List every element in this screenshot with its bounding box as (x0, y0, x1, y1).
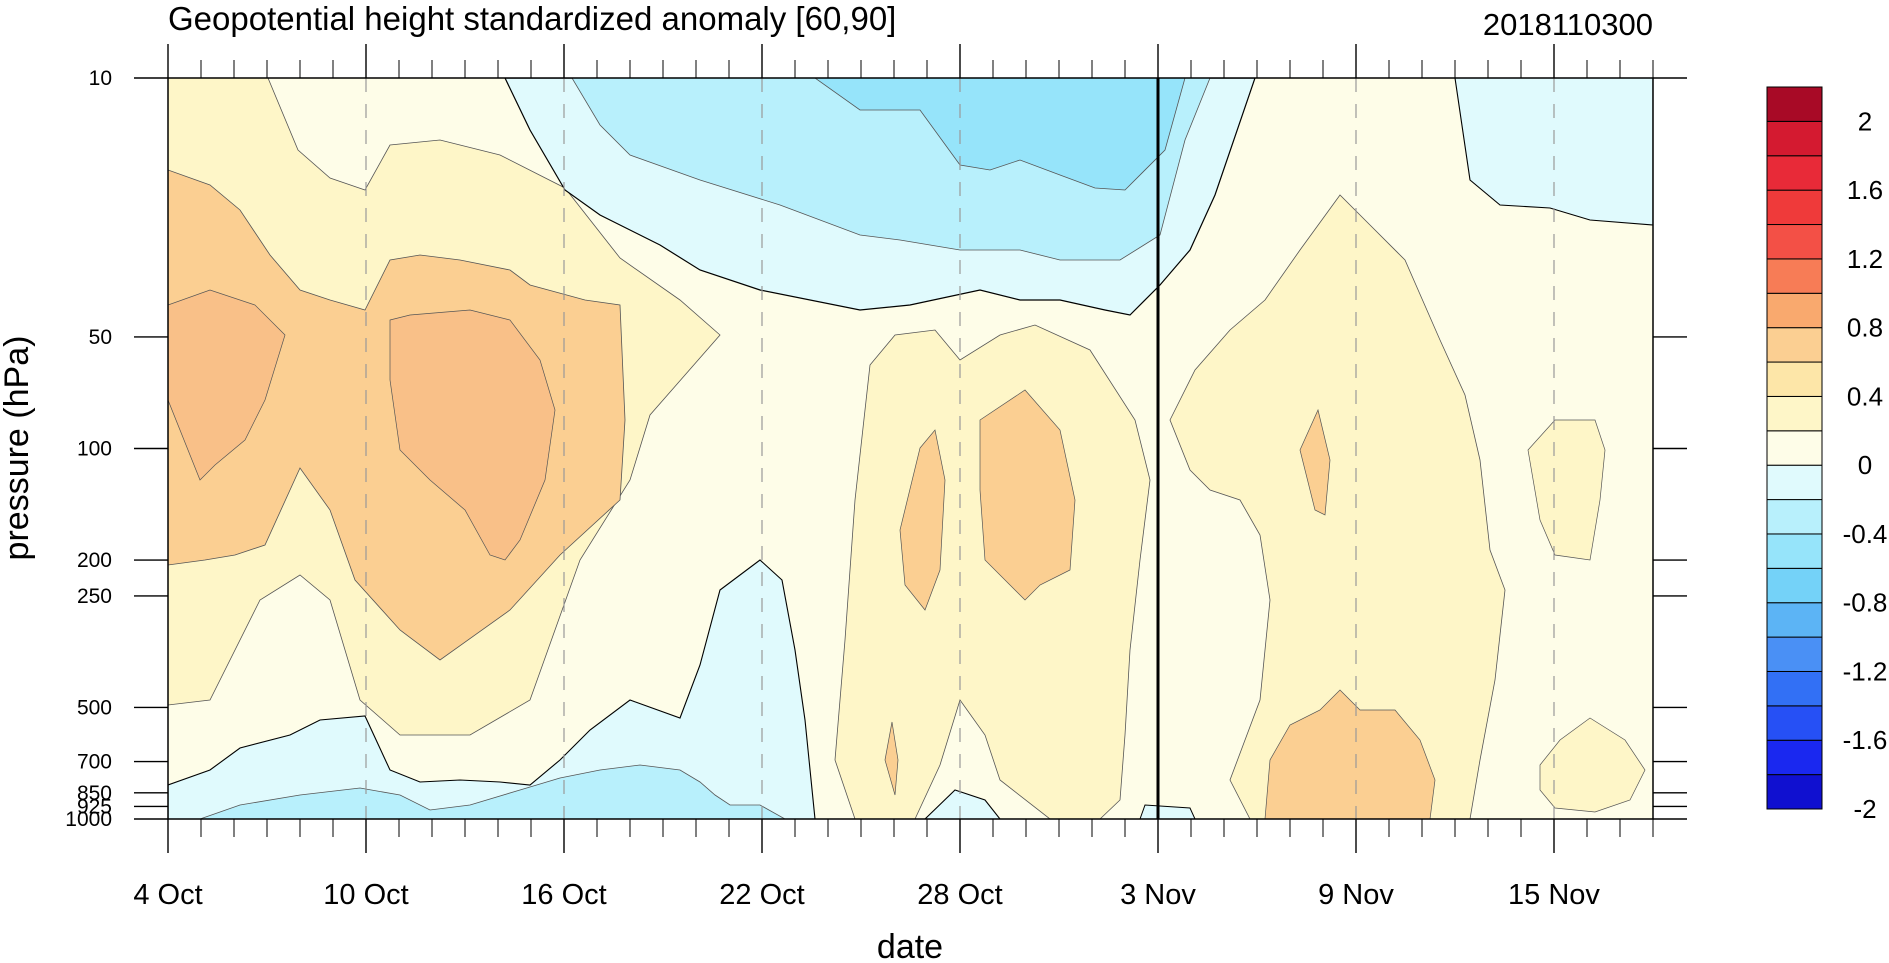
colorbar-swatch (1766, 636, 1823, 672)
colorbar-swatch (1766, 224, 1823, 260)
y-tick-label: 850 (77, 782, 112, 805)
colorbar-swatch (1766, 567, 1823, 604)
plot-area (168, 78, 1653, 819)
colorbar-swatch (1766, 499, 1823, 535)
anomaly-region-pos-0.2 (1539, 717, 1646, 813)
colorbar-label: -1.6 (1843, 725, 1888, 755)
anomaly-region-pos-0.4 (899, 429, 946, 611)
colorbar-swatch (1766, 327, 1823, 363)
anomaly-region-neg-0.2 (924, 789, 1001, 819)
colorbar-label: -2 (1853, 794, 1876, 824)
colorbar-swatch (1766, 361, 1823, 397)
anomaly-region-pos-0.4 (884, 721, 899, 796)
anomaly-region-neg-0.2 (168, 559, 816, 819)
anomaly-region-neg-0.2 (1139, 804, 1196, 819)
colorbar-label: -1.2 (1843, 656, 1888, 686)
anomaly-region-neg-0.4 (199, 764, 786, 819)
colorbar-label: 1.6 (1847, 175, 1883, 205)
x-tick-label: 3 Nov (1120, 879, 1196, 911)
y-tick-label: 50 (89, 326, 112, 349)
anomaly-region-pos-0.2 (834, 324, 1151, 819)
anomaly-region-neg-0.2 (1454, 78, 1653, 226)
x-axis-label: date (877, 928, 943, 963)
colorbar-swatch (1766, 533, 1823, 569)
x-tick-label: 15 Nov (1508, 879, 1600, 911)
x-tick-label: 28 Oct (917, 879, 1002, 911)
colorbar-swatch (1766, 189, 1823, 226)
anomaly-region-pos-0.4 (979, 389, 1076, 601)
y-tick-label: 1000 (65, 808, 112, 831)
chart-title: Geopotential height standardized anomaly… (168, 0, 896, 37)
x-axis: 4 Oct 10 Oct 16 Oct 22 Oct 28 Oct 3 Nov 9 Nov 1… (133, 44, 1654, 911)
colorbar-swatch (1766, 464, 1823, 501)
colorbar-swatch (1766, 292, 1823, 329)
colorbar-label: 0.8 (1847, 313, 1883, 343)
anomaly-region-pos-0.2 (1527, 419, 1606, 561)
colorbar-swatch (1766, 86, 1823, 122)
colorbar-label: 2 (1858, 106, 1872, 136)
colorbar-swatch (1766, 395, 1823, 432)
y-tick-label: 500 (77, 696, 112, 719)
colorbar-swatch (1766, 705, 1823, 741)
anomaly-region-pos-0.6 (168, 289, 286, 481)
anomaly-region-pos-0.4 (1299, 408, 1331, 516)
y-tick-label: 700 (77, 751, 112, 774)
y-tick-label: 200 (77, 549, 112, 572)
x-tick-label: 10 Oct (323, 879, 408, 911)
anomaly-region-pos-0.4 (1264, 689, 1436, 819)
y-tick-label: 10 (89, 67, 112, 90)
x-tick-label: 9 Nov (1318, 879, 1394, 911)
y-tick-label: 250 (77, 585, 112, 608)
colorbar-swatch (1766, 258, 1823, 294)
anomaly-region-neg-0.6 (814, 78, 1186, 191)
colorbar-swatch (1766, 155, 1823, 191)
colorbar-label: 1.2 (1847, 244, 1883, 274)
colorbar-swatch (1766, 430, 1823, 466)
colorbar-swatch (1766, 670, 1823, 707)
y-tick-label: 925 (77, 795, 112, 818)
colorbar-swatch (1766, 602, 1823, 638)
colorbar-label: -0.4 (1843, 519, 1888, 549)
colorbar-swatch (1766, 774, 1823, 810)
chart-subtitle: 2018110300 (1483, 7, 1653, 42)
colorbar-label: 0 (1858, 450, 1872, 480)
anomaly-region-pos-0.2 (1169, 194, 1506, 819)
x-tick-label: 22 Oct (719, 879, 804, 911)
y-tick-label: 100 (77, 438, 112, 461)
anomaly-region-pos-0.6 (389, 309, 556, 561)
x-tick-label: 4 Oct (133, 879, 202, 911)
colorbar-swatch (1766, 120, 1823, 157)
y-axis-label: pressure (hPa) (0, 336, 36, 561)
colorbar-label: 0.4 (1847, 381, 1883, 411)
x-tick-label: 16 Oct (521, 879, 606, 911)
colorbar: 2 1.6 1.2 0.8 0.4 0 -0.4 -0.8 -1.2 -1.6 -2 (1766, 86, 1888, 824)
colorbar-swatch (1766, 739, 1823, 776)
colorbar-label: -0.8 (1843, 588, 1888, 618)
